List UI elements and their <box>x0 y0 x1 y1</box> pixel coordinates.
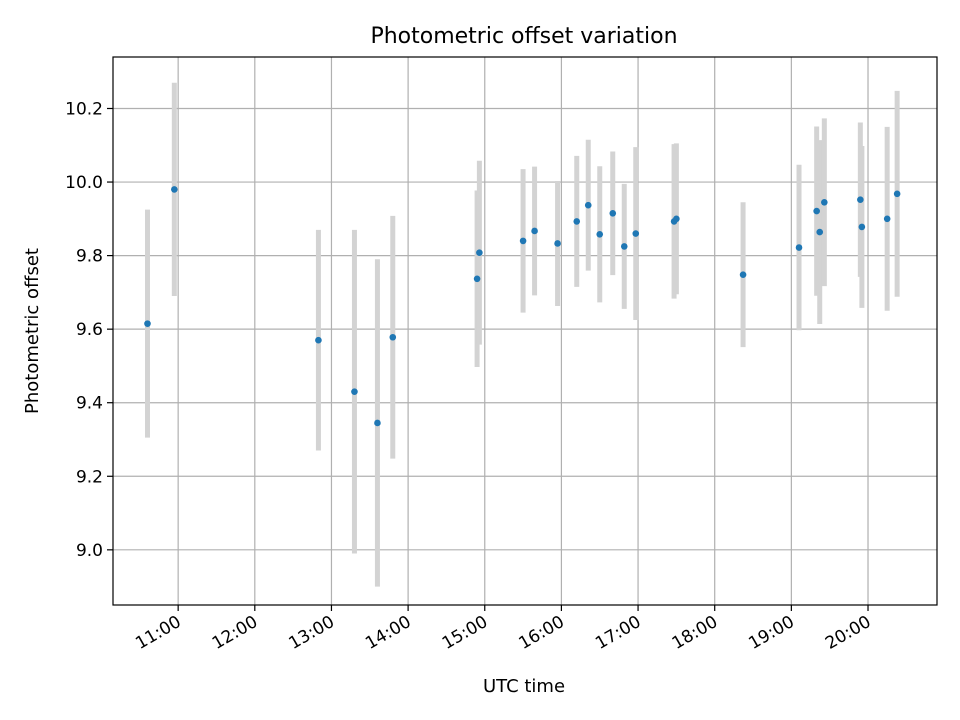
data-point <box>171 186 178 193</box>
data-point <box>531 227 538 235</box>
y-tick-label: 10.0 <box>65 173 103 193</box>
x-tick-label: 13:00 <box>286 612 338 654</box>
grid <box>113 57 937 605</box>
chart-title: Photometric offset variation <box>370 24 677 49</box>
data-point <box>389 333 397 341</box>
data-point <box>315 336 322 344</box>
data-points <box>144 186 901 427</box>
data-point <box>739 271 747 279</box>
y-axis-label: Photometric offset <box>22 248 43 414</box>
x-tick-label: 11:00 <box>132 612 184 654</box>
y-tick-label: 9.0 <box>76 541 103 561</box>
x-tick-label: 17:00 <box>592 612 644 654</box>
x-tick-label: 20:00 <box>822 612 874 654</box>
data-point <box>596 230 604 238</box>
plot-frame <box>112 56 938 606</box>
data-point <box>673 215 680 223</box>
x-tick-label: 15:00 <box>439 612 491 654</box>
data-point <box>573 218 581 225</box>
y-tick-label: 9.8 <box>76 247 103 267</box>
x-tick-label: 19:00 <box>745 612 797 654</box>
data-point <box>144 320 151 327</box>
y-axis-ticks: 9.0 9.2 9.4 9.6 9.8 10.0 10.2 <box>65 99 113 561</box>
y-tick-label: 9.2 <box>76 467 103 487</box>
data-point <box>584 201 592 209</box>
y-tick-label: 9.4 <box>76 394 103 414</box>
data-point <box>813 207 820 215</box>
y-tick-label: 9.6 <box>76 320 103 340</box>
data-point <box>795 244 803 251</box>
x-axis-ticks: 11:00 12:00 13:00 14:00 15:00 16:00 17:00 18:00… <box>132 605 875 654</box>
x-tick-label: 12:00 <box>209 612 261 654</box>
data-point <box>519 237 527 245</box>
data-point <box>374 419 381 427</box>
data-point <box>893 190 901 198</box>
data-point <box>857 196 864 204</box>
x-axis-label: UTC time <box>483 676 565 697</box>
data-point <box>858 223 866 231</box>
data-point <box>351 388 358 395</box>
data-point <box>554 240 561 247</box>
data-point <box>476 249 483 256</box>
data-point <box>816 228 824 236</box>
x-tick-label: 16:00 <box>515 612 567 654</box>
data-point <box>821 198 828 206</box>
x-tick-label: 14:00 <box>362 612 414 654</box>
error-bars <box>144 82 900 587</box>
data-point <box>632 230 640 237</box>
y-tick-label: 10.2 <box>65 99 103 119</box>
data-point <box>883 215 891 223</box>
data-point <box>473 275 481 283</box>
x-tick-label: 18:00 <box>669 612 721 654</box>
data-point <box>620 243 628 250</box>
data-point <box>609 210 617 217</box>
